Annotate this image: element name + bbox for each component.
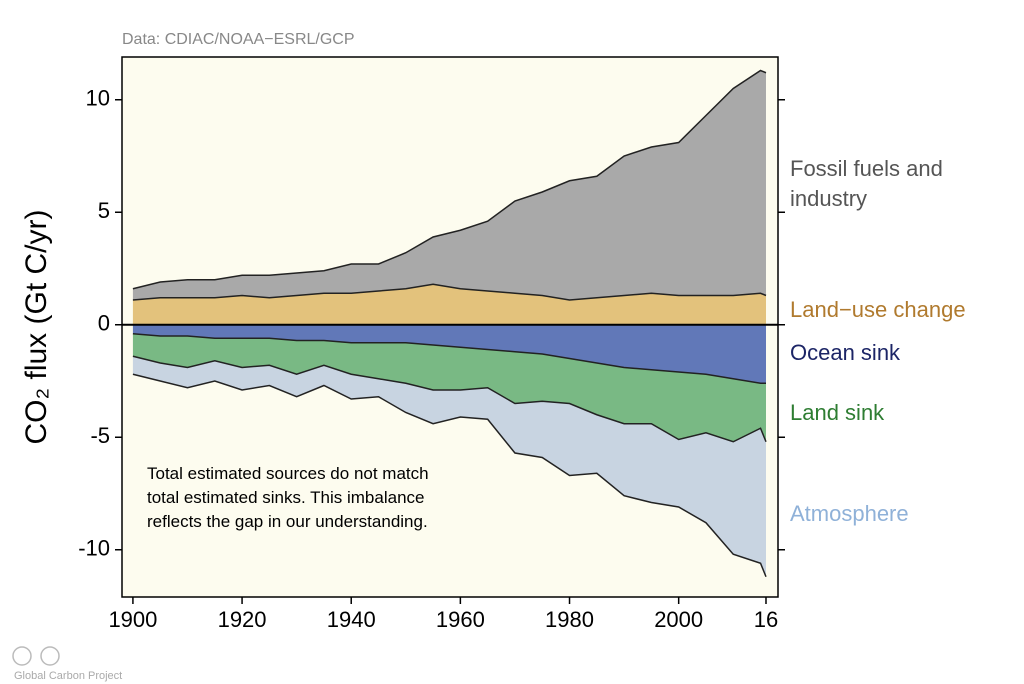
x-tick-label: 1940 (327, 607, 376, 632)
series-outline (132, 355, 767, 443)
area (132, 70, 766, 300)
x-tick-label: 2000 (654, 607, 703, 632)
x-tick-label: 1900 (108, 607, 157, 632)
area (132, 284, 766, 325)
footer: Global Carbon Project (14, 670, 122, 682)
x-tick-label: 1980 (545, 607, 594, 632)
series-outline (132, 283, 767, 301)
legend-label: Atmosphere (790, 501, 909, 526)
y-tick-label: -5 (90, 423, 110, 448)
series-outline (132, 373, 767, 578)
y-tick-label: 10 (86, 86, 110, 111)
legend-label: Land−use change (790, 297, 966, 322)
area (132, 356, 766, 577)
legend-label: Ocean sink (790, 340, 901, 365)
y-tick-label: -10 (78, 536, 110, 561)
cc-logo (12, 646, 60, 666)
area (132, 333, 766, 442)
annotation: Total estimated sources do not match tot… (147, 464, 429, 531)
source: Data: CDIAC/NOAA−ESRL/GCP (122, 31, 355, 48)
x-tick-label: 1960 (436, 607, 485, 632)
legend-label: Fossil fuels and industry (790, 156, 943, 211)
x-tick-label: 16 (754, 607, 778, 632)
y-tick-label: 5 (98, 198, 110, 223)
x-tick-label: 1920 (218, 607, 267, 632)
series-outline (132, 69, 767, 290)
series-outline (132, 333, 766, 384)
plot-frame (121, 56, 779, 598)
legend-label: Land sink (790, 400, 885, 425)
y-tick-label: 0 (98, 311, 110, 336)
y-axis-label: CO₂ flux (Gt C/yr) (20, 210, 53, 445)
